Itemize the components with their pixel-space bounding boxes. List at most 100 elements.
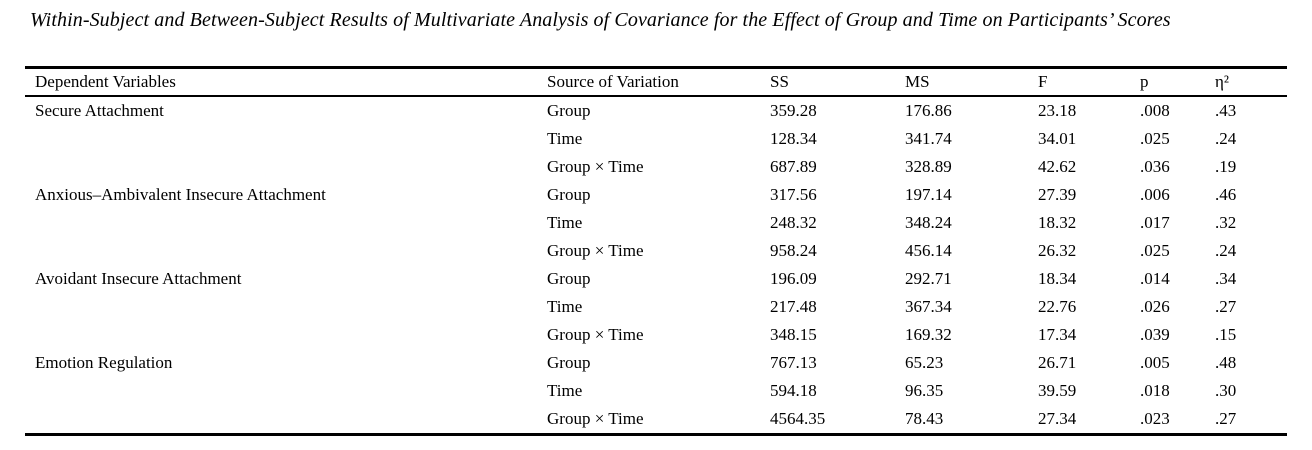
eta-squared-cell: .32 xyxy=(1215,213,1237,232)
source-cell: Time xyxy=(547,297,583,316)
table-body: Secure Attachment Group 359.28 176.86 23.18.… xyxy=(25,96,1287,435)
eta-squared-cell: .15 xyxy=(1215,325,1237,344)
p-cell: .008 xyxy=(1140,101,1170,120)
source-cell: Group xyxy=(547,101,591,120)
f-cell: 26.32 xyxy=(1038,241,1077,260)
ms-cell: 169.32 xyxy=(905,325,952,344)
table-header: Dependent Variables Source of Variation SS… xyxy=(25,68,1287,96)
ss-cell: 4564.35 xyxy=(770,409,826,428)
ms-cell: 96.35 xyxy=(905,381,944,400)
f-cell: 39.59 xyxy=(1038,381,1077,400)
dependent-variable-cell: Avoidant Insecure Attachment xyxy=(35,269,242,288)
f-cell: 17.34 xyxy=(1038,325,1077,344)
p-cell: .025 xyxy=(1140,129,1170,148)
source-cell: Time xyxy=(547,129,583,148)
column-header-f: F xyxy=(1038,72,1048,91)
eta-squared-cell: .46 xyxy=(1215,185,1237,204)
ms-cell: 78.43 xyxy=(905,409,944,428)
source-cell: Group xyxy=(547,269,591,288)
eta-squared-cell: .27 xyxy=(1215,297,1237,316)
p-cell: .014 xyxy=(1140,269,1170,288)
source-cell: Group xyxy=(547,185,591,204)
table-row: Group × Time 687.89 328.89 42.62 .036 .19 xyxy=(25,153,1287,181)
p-cell: .026 xyxy=(1140,297,1170,316)
column-header-eta-squared: η² xyxy=(1215,72,1229,91)
eta-squared-cell: .27 xyxy=(1215,409,1237,428)
f-cell: 42.62 xyxy=(1038,157,1077,176)
ss-cell: 348.15 xyxy=(770,325,817,344)
eta-squared-cell: .19 xyxy=(1215,157,1237,176)
column-header-p: p xyxy=(1140,72,1149,91)
mancova-results-table: Dependent Variables Source of Variation SS… xyxy=(25,66,1287,436)
ms-cell: 328.89 xyxy=(905,157,952,176)
table-title: Within-Subject and Between-Subject Resul… xyxy=(30,9,1171,31)
eta-squared-cell: .43 xyxy=(1215,101,1237,120)
ss-cell: 359.28 xyxy=(770,101,817,120)
f-cell: 27.39 xyxy=(1038,185,1077,204)
source-cell: Time xyxy=(547,381,583,400)
table-row: Time 248.32 348.24 18.32 .017 .32 xyxy=(25,209,1287,237)
ms-cell: 348.24 xyxy=(905,213,952,232)
p-cell: .018 xyxy=(1140,381,1170,400)
ss-cell: 687.89 xyxy=(770,157,817,176)
source-cell: Group × Time xyxy=(547,241,644,260)
source-cell: Group × Time xyxy=(547,157,644,176)
ms-cell: 456.14 xyxy=(905,241,952,260)
f-cell: 26.71 xyxy=(1038,353,1077,372)
ss-cell: 317.56 xyxy=(770,185,817,204)
p-cell: .023 xyxy=(1140,409,1170,428)
ss-cell: 196.09 xyxy=(770,269,817,288)
ms-cell: 197.14 xyxy=(905,185,952,204)
ms-cell: 176.86 xyxy=(905,101,952,120)
table-row: Group × Time 4564.35 78.43 27.34 .023 .27 xyxy=(25,405,1287,435)
eta-squared-cell: .24 xyxy=(1215,129,1237,148)
ms-cell: 367.34 xyxy=(905,297,952,316)
p-cell: .005 xyxy=(1140,353,1170,372)
dependent-variable-cell: Anxious–Ambivalent Insecure Attachment xyxy=(35,185,326,204)
p-cell: .017 xyxy=(1140,213,1170,232)
ms-cell: 292.71 xyxy=(905,269,952,288)
table-row: Group × Time 958.24 456.14 26.32 .025 .24 xyxy=(25,237,1287,265)
eta-squared-cell: .30 xyxy=(1215,381,1237,400)
dependent-variable-cell xyxy=(25,377,537,405)
table-row: Avoidant Insecure Attachment Group 196.09 2… xyxy=(25,265,1287,293)
dependent-variable-cell xyxy=(25,293,537,321)
f-cell: 27.34 xyxy=(1038,409,1077,428)
ss-cell: 958.24 xyxy=(770,241,817,260)
source-cell: Group × Time xyxy=(547,409,644,428)
dependent-variable-cell xyxy=(25,125,537,153)
ss-cell: 217.48 xyxy=(770,297,817,316)
column-header-source-of-variation: Source of Variation xyxy=(547,72,679,91)
dependent-variable-cell: Emotion Regulation xyxy=(35,353,173,372)
f-cell: 18.32 xyxy=(1038,213,1077,232)
p-cell: .039 xyxy=(1140,325,1170,344)
table-row: Secure Attachment Group 359.28 176.86 23.18.… xyxy=(25,96,1287,125)
source-cell: Time xyxy=(547,213,583,232)
table-row: Time 128.34 341.74 34.01 .025 .24 xyxy=(25,125,1287,153)
ss-cell: 594.18 xyxy=(770,381,817,400)
table-row: Time 217.48 367.34 22.76 .026 .27 xyxy=(25,293,1287,321)
column-header-ms: MS xyxy=(905,72,930,91)
column-header-dependent-variables: Dependent Variables xyxy=(35,72,176,91)
ms-cell: 65.23 xyxy=(905,353,944,372)
eta-squared-cell: .34 xyxy=(1215,269,1237,288)
ss-cell: 767.13 xyxy=(770,353,817,372)
dependent-variable-cell xyxy=(25,321,537,349)
dependent-variable-cell xyxy=(25,405,537,435)
column-header-ss: SS xyxy=(770,72,789,91)
source-cell: Group xyxy=(547,353,591,372)
f-cell: 22.76 xyxy=(1038,297,1077,316)
ss-cell: 128.34 xyxy=(770,129,817,148)
table-row: Time 594.18 96.35 39.59 .018 .30 xyxy=(25,377,1287,405)
dependent-variable-cell xyxy=(25,153,537,181)
p-cell: .025 xyxy=(1140,241,1170,260)
dependent-variable-cell xyxy=(25,237,537,265)
p-cell: .006 xyxy=(1140,185,1170,204)
f-cell: 18.34 xyxy=(1038,269,1077,288)
f-cell: 23.18 xyxy=(1038,101,1077,120)
dependent-variable-cell: Secure Attachment xyxy=(35,101,164,120)
source-cell: Group × Time xyxy=(547,325,644,344)
table-row: Emotion Regulation Group 767.13 65.23 26.71.… xyxy=(25,349,1287,377)
table-row: Anxious–Ambivalent Insecure Attachment Gr… xyxy=(25,181,1287,209)
